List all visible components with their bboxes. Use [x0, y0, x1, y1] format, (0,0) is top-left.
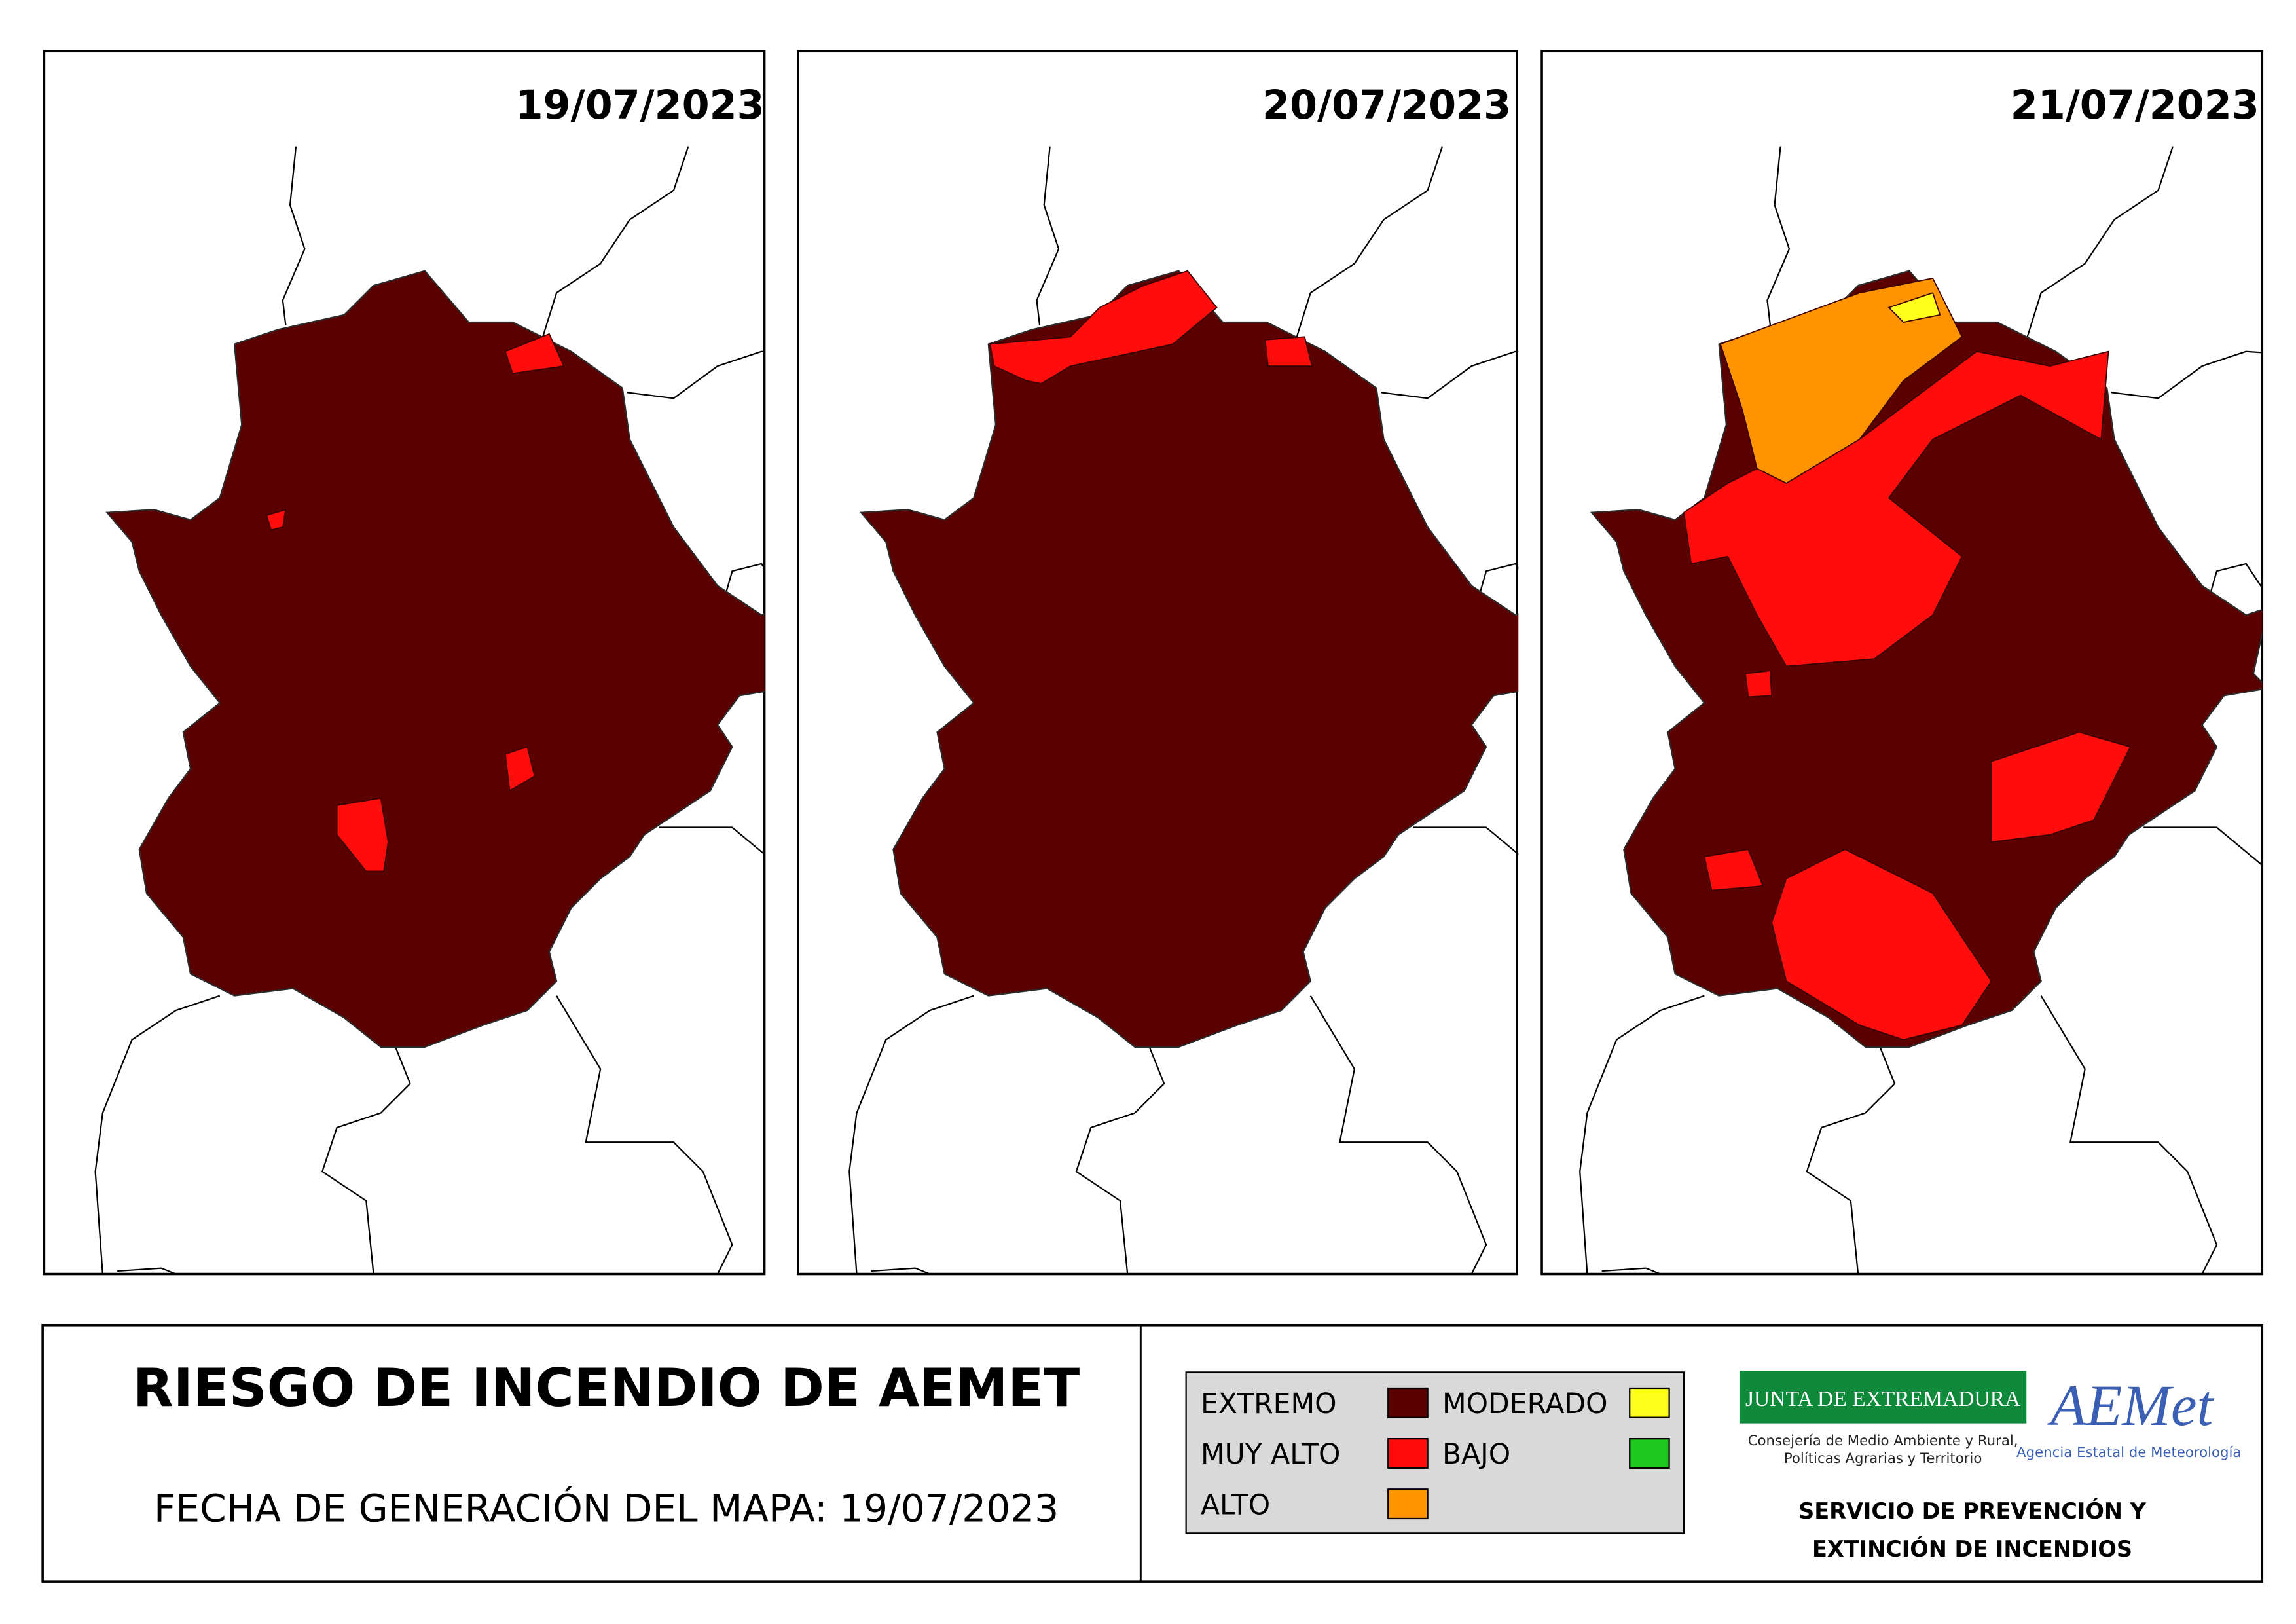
map-panel: 20/07/2023 [797, 50, 1519, 1276]
legend-swatch [1387, 1437, 1429, 1469]
zone-moderado [1887, 292, 1941, 323]
zone-muy-alto [1683, 350, 2109, 667]
legend: EXTREMO MUY ALTO ALTO MODERADO BAJO [1201, 1387, 1670, 1521]
legend-label: MUY ALTO [1201, 1439, 1340, 1471]
service-line: EXTINCIÓN DE INCENDIOS [1812, 1536, 2132, 1562]
zone-muy-alto [1704, 849, 1764, 891]
legend-swatch [1387, 1488, 1429, 1520]
legend-box [1185, 1371, 1685, 1534]
legend-label: BAJO [1442, 1439, 1510, 1471]
map-panel: 21/07/2023 [1540, 50, 2264, 1276]
zone-alto [1719, 277, 1963, 484]
zone-muy-alto [1744, 670, 1773, 698]
panel-date: 21/07/2023 [2011, 83, 2259, 128]
junta-name: JUNTA DE EXTREMADURA [1745, 1387, 2020, 1411]
aemet-tagline: Agencia Estatal de Meteorología [2016, 1445, 2241, 1461]
map-panel: 19/07/2023 [43, 50, 766, 1276]
legend-label: ALTO [1201, 1489, 1270, 1521]
legend-swatch [1387, 1387, 1429, 1418]
zone-muy-alto [1771, 849, 1992, 1041]
legend-label: EXTREMO [1201, 1388, 1337, 1420]
zone-muy-alto [1264, 336, 1313, 367]
aemet-logo: AEMet [2047, 1373, 2214, 1438]
service-line: SERVICIO DE PREVENCIÓN Y [1798, 1498, 2147, 1524]
zone-muy-alto [1990, 731, 2132, 843]
legend-swatch [1629, 1387, 1670, 1418]
zone-muy-alto [504, 746, 536, 792]
panel-date: 19/07/2023 [516, 83, 765, 128]
junta-line: Consejería de Medio Ambiente y Rural, [1748, 1433, 2018, 1449]
map-title: RIESGO DE INCENDIO DE AEMET [133, 1357, 1080, 1418]
zone-muy-alto [989, 270, 1218, 384]
zone-muy-alto [266, 508, 287, 531]
junta-line: Políticas Agrarias y Territorio [1784, 1450, 1982, 1467]
footer-frame [41, 1324, 2264, 1583]
junta-logo [1739, 1371, 2027, 1424]
legend-swatch [1629, 1437, 1670, 1469]
zone-muy-alto [504, 333, 565, 375]
zone-muy-alto [336, 797, 389, 872]
panel-date: 20/07/2023 [1262, 83, 1511, 128]
legend-label: MODERADO [1442, 1388, 1608, 1420]
footer: RIESGO DE INCENDIO DE AEMET FECHA DE GEN… [41, 1324, 2264, 1583]
map-subtitle: FECHA DE GENERACIÓN DEL MAPA: 19/07/2023 [154, 1485, 1059, 1530]
